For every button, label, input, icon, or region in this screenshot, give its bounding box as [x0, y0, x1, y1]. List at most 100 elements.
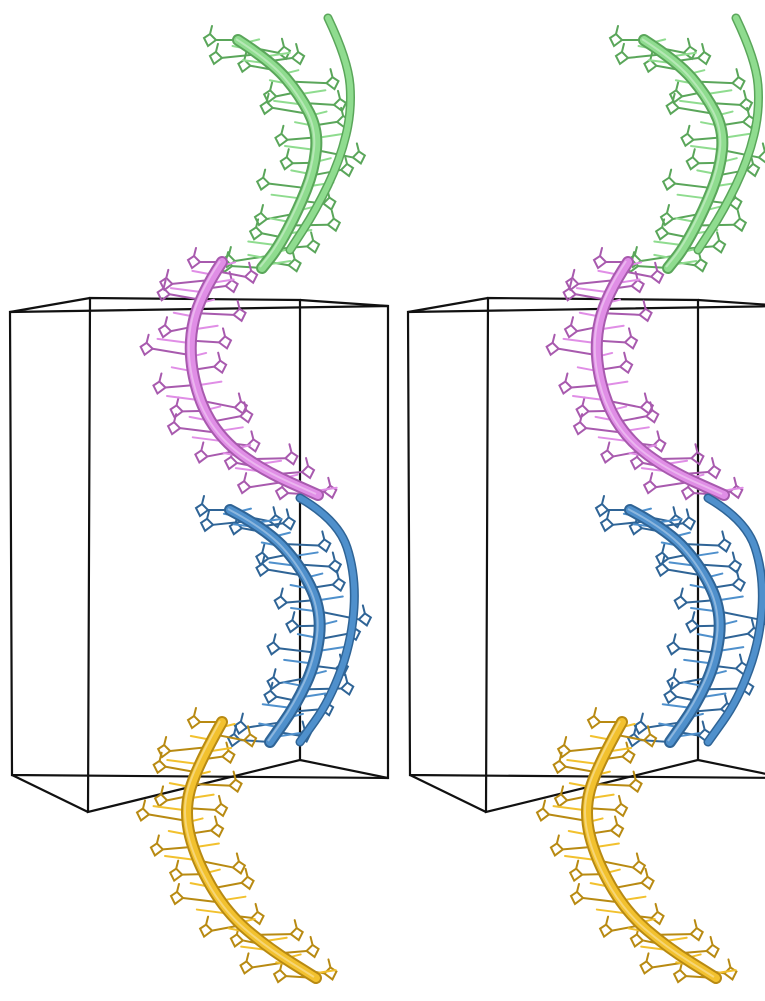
base-ring — [613, 802, 629, 818]
base-ring — [633, 720, 648, 736]
base-stick — [164, 855, 197, 861]
base-ring — [243, 732, 258, 748]
segment-2-ribbon — [592, 258, 728, 499]
base-ring — [610, 823, 625, 839]
base-branch — [233, 725, 238, 736]
base-ring — [572, 420, 588, 436]
base-ring — [284, 450, 299, 466]
base-branch — [243, 401, 248, 412]
base-ring — [639, 960, 654, 975]
base-ring — [281, 516, 297, 531]
base-branch — [361, 604, 366, 615]
base-ring — [326, 217, 342, 233]
base-branch — [291, 611, 296, 622]
segment-1-helix — [202, 13, 367, 274]
base-branch — [228, 270, 233, 281]
base-ring — [186, 254, 201, 270]
base-stick — [564, 855, 597, 861]
base-ring — [552, 759, 567, 775]
base-branch — [155, 834, 160, 845]
base-branch — [175, 396, 180, 407]
base-branch — [145, 333, 150, 344]
base-stick — [552, 805, 586, 812]
base-ring — [553, 793, 569, 808]
base-ring — [166, 420, 182, 436]
base-ring — [717, 538, 732, 553]
base-branch — [691, 611, 696, 622]
base-branch — [336, 89, 341, 100]
base-ring — [621, 749, 636, 765]
segment-4-helix — [535, 707, 738, 984]
base-ring — [685, 618, 700, 634]
base-ring — [272, 968, 288, 984]
base-ring — [266, 641, 281, 656]
base-stick — [572, 395, 605, 401]
base-branch — [261, 543, 266, 554]
base-branch — [160, 785, 165, 796]
base-ring — [285, 618, 300, 634]
segment-4-helix — [135, 707, 338, 984]
base-ring — [255, 562, 270, 578]
base-ring — [253, 211, 268, 227]
base-branch — [305, 457, 310, 468]
segment-3-outer-strand — [705, 495, 765, 745]
base-branch — [746, 106, 751, 117]
base-branch — [214, 42, 219, 53]
base-branch — [245, 952, 250, 963]
base-ring — [186, 714, 201, 730]
base-branch — [738, 653, 743, 664]
base-ring — [279, 155, 294, 171]
base-branch — [711, 457, 716, 468]
segment-4-ribbon-highlight — [584, 720, 715, 978]
segment-3-ribbon-highlight — [227, 508, 319, 742]
base-ring — [208, 50, 223, 66]
base-branch — [668, 168, 673, 179]
base-ring — [645, 409, 660, 424]
base-branch — [272, 506, 277, 517]
base-ring — [642, 479, 658, 495]
base-branch — [742, 89, 747, 100]
base-ring — [682, 45, 698, 61]
base-branch — [279, 587, 284, 598]
base-stick — [721, 149, 760, 159]
base-branch — [654, 902, 659, 913]
segment-4-ribbon-highlight — [184, 720, 315, 978]
base-ring — [680, 485, 696, 501]
base-branch — [736, 209, 741, 220]
base-branch — [614, 815, 619, 826]
base-stick — [168, 293, 200, 301]
base-branch — [685, 508, 690, 519]
base-branch — [541, 799, 546, 810]
base-branch — [563, 735, 568, 746]
base-ring — [575, 404, 590, 419]
base-branch — [724, 694, 729, 705]
base-branch — [661, 543, 666, 554]
base-branch — [635, 852, 640, 863]
base-branch — [661, 218, 666, 229]
base-branch — [330, 209, 335, 220]
base-branch — [634, 270, 639, 281]
base-stick — [156, 337, 190, 344]
segment-1-ribbon — [234, 36, 321, 272]
segment-4-bases — [135, 707, 338, 984]
base-ring — [562, 287, 577, 302]
base-branch — [254, 902, 259, 913]
base-branch — [272, 633, 277, 644]
base-branch — [649, 50, 654, 61]
base-ring — [323, 966, 338, 981]
base-branch — [173, 413, 178, 424]
base-ring — [199, 517, 215, 533]
base-ring — [276, 45, 292, 61]
base-ring — [568, 867, 584, 883]
base-ring — [169, 404, 184, 419]
base-branch — [265, 92, 270, 103]
base-ring — [153, 793, 169, 808]
base-ring — [654, 226, 670, 241]
base-ring — [213, 359, 228, 375]
base-ring — [628, 778, 643, 794]
base-branch — [301, 720, 306, 731]
base-stick — [674, 182, 714, 190]
base-branch — [335, 569, 340, 580]
base-ring — [556, 743, 572, 759]
